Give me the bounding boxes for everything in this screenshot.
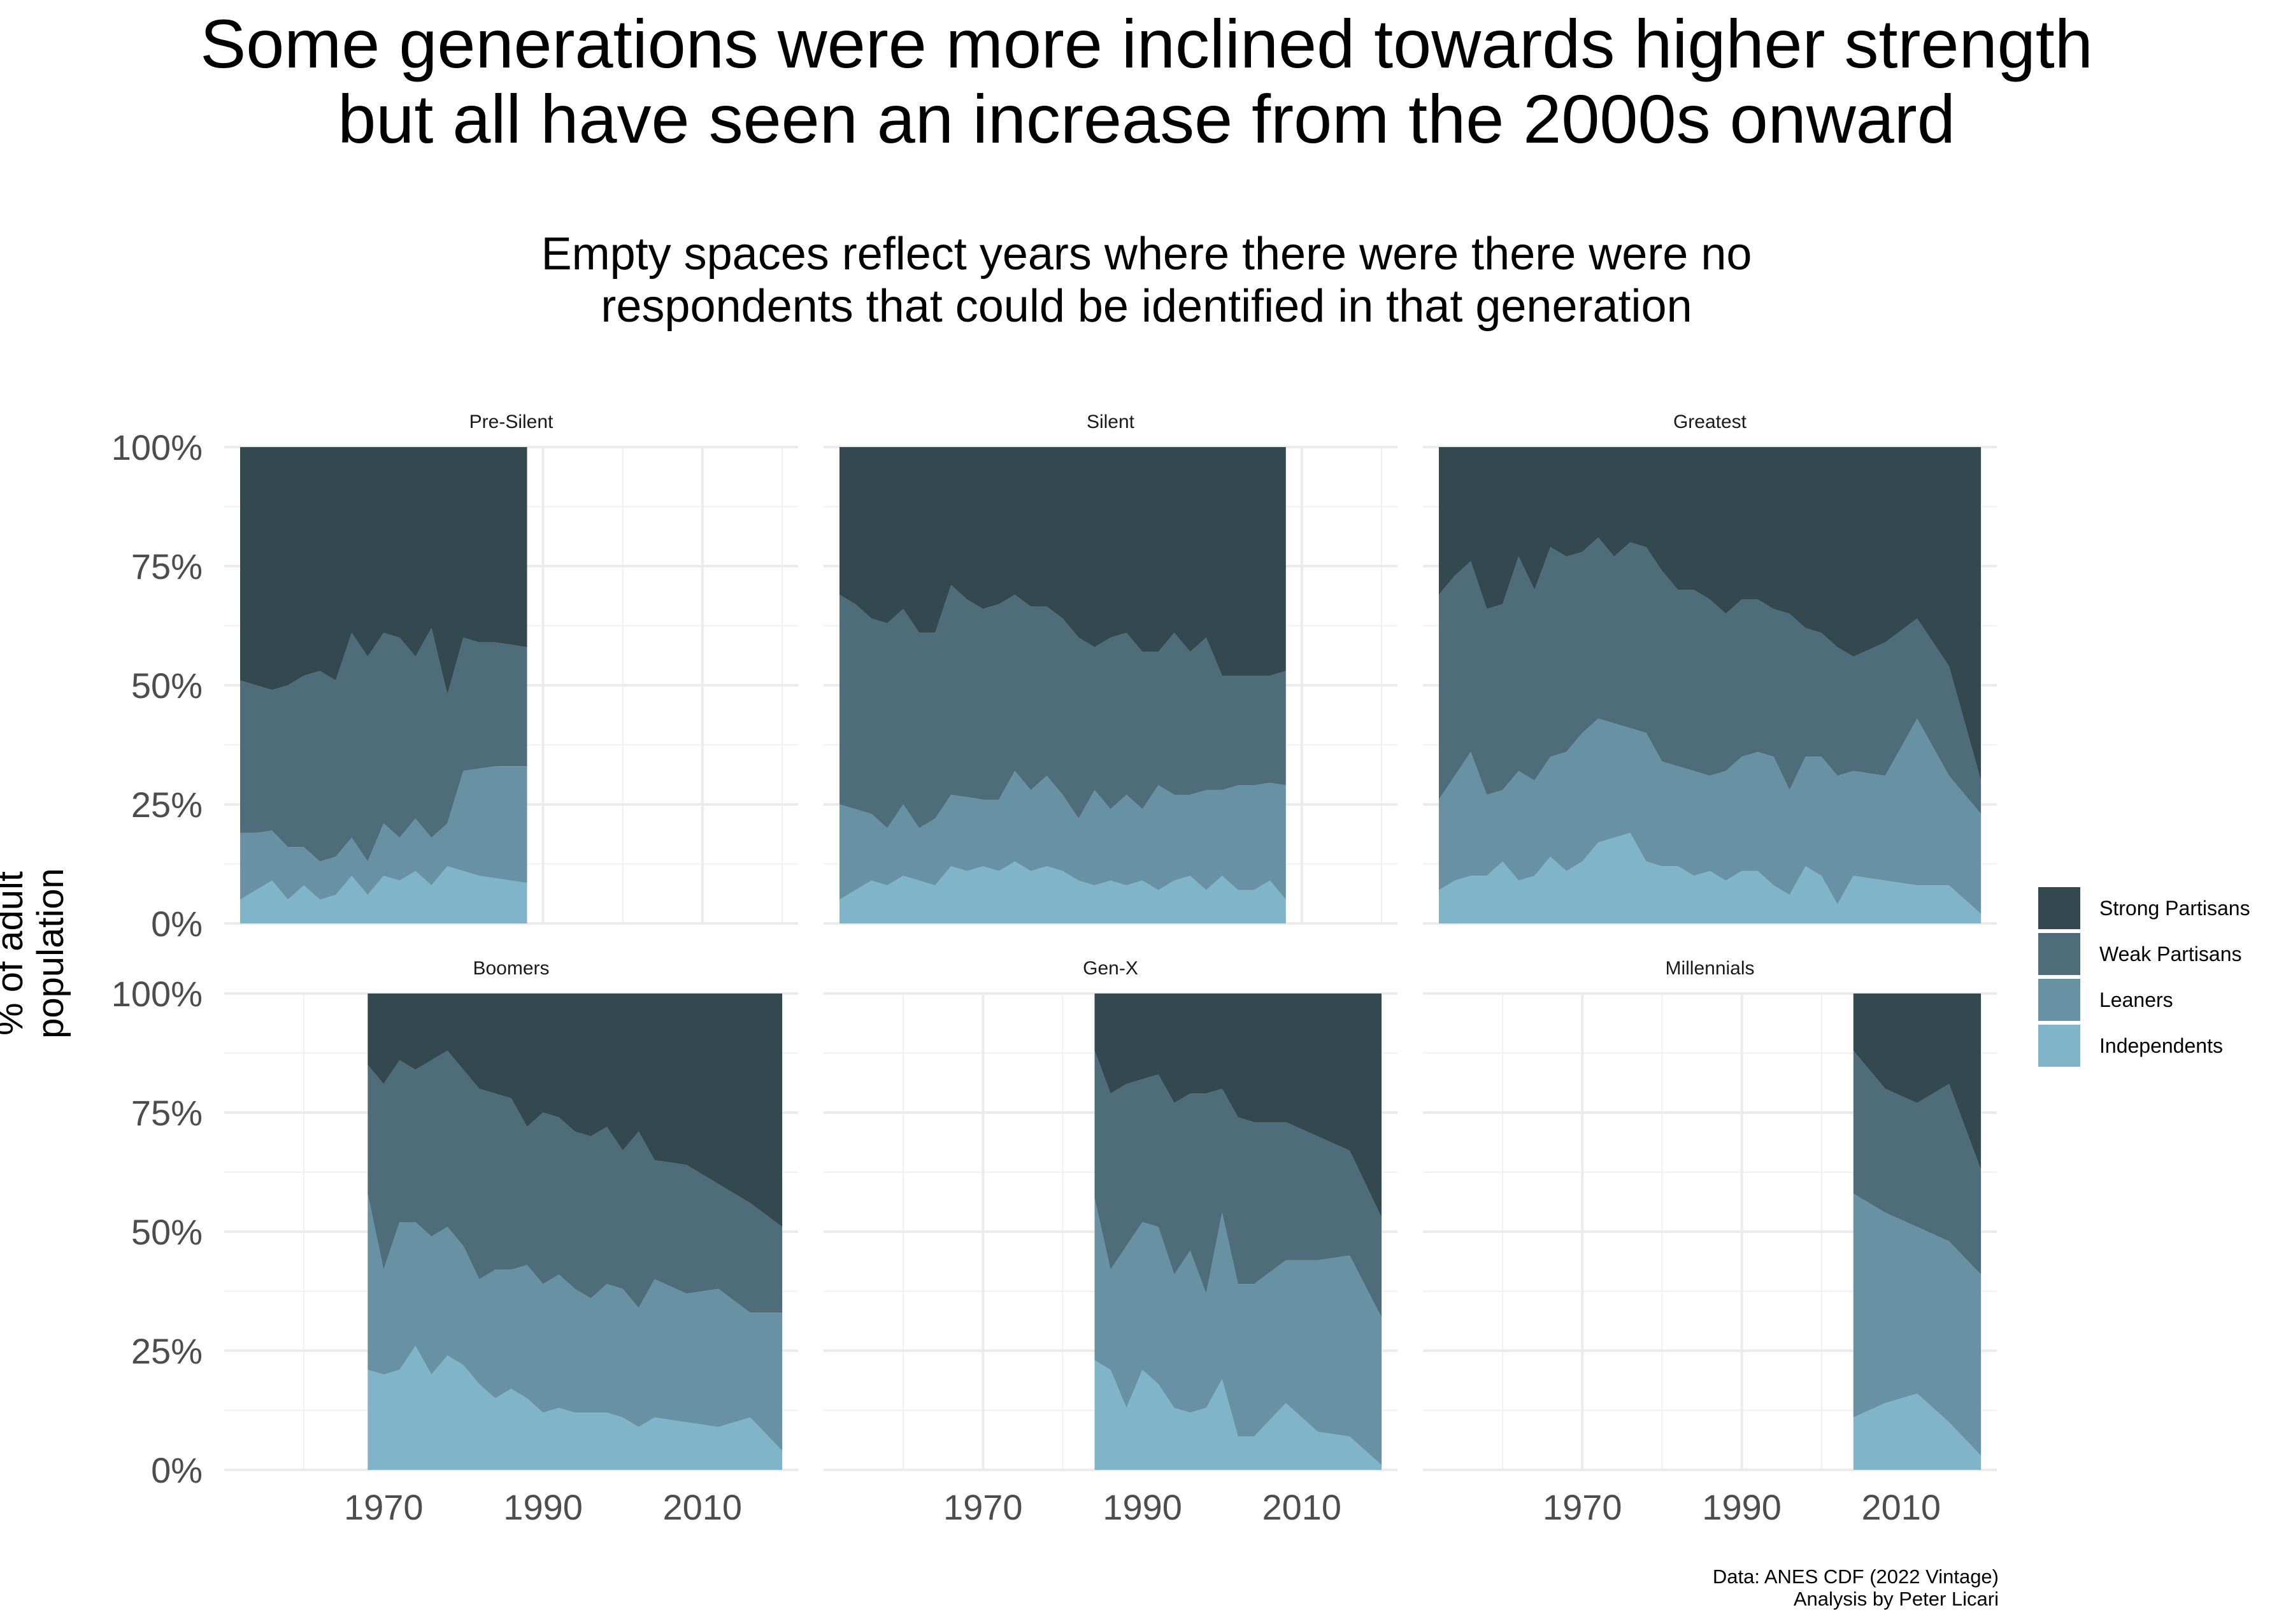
legend-swatch — [2038, 887, 2080, 929]
series-area-weak-partisans — [1853, 1050, 1981, 1275]
legend: Strong Partisans Weak Partisans Leaners … — [2038, 885, 2250, 1069]
x-tick-label: 1970 — [1543, 1487, 1622, 1527]
series-area-weak-partisans — [240, 628, 527, 862]
series-area-weak-partisans — [1439, 538, 1981, 814]
legend-item-leaners: Leaners — [2038, 977, 2250, 1023]
series-area-leaners — [839, 771, 1286, 900]
y-tick-label: 100% — [111, 427, 203, 467]
series-area-leaners — [1094, 1198, 1382, 1465]
panel-title: Pre-Silent — [469, 411, 554, 432]
panel-title: Boomers — [473, 958, 549, 979]
series-area-weak-partisans — [839, 585, 1286, 829]
legend-label: Independents — [2099, 1034, 2223, 1057]
series-area-independents — [368, 1346, 782, 1470]
series-area-leaners — [1439, 718, 1981, 914]
y-tick-label: 75% — [131, 546, 203, 587]
legend-swatch — [2038, 979, 2080, 1021]
y-tick-label: 50% — [131, 666, 203, 706]
y-tick-label: 25% — [131, 785, 203, 825]
series-area-strong-partisans — [839, 447, 1286, 676]
series-area-weak-partisans — [1094, 1050, 1382, 1318]
series-area-independents — [1853, 1393, 1981, 1470]
series-area-strong-partisans — [1439, 447, 1981, 781]
x-tick-label: 1970 — [344, 1487, 424, 1527]
series-area-independents — [1094, 1360, 1382, 1470]
x-tick-label: 2010 — [663, 1487, 743, 1527]
x-tick-label: 2010 — [1862, 1487, 1941, 1527]
series-area-leaners — [1853, 1193, 1981, 1456]
panel-title: Greatest — [1673, 411, 1747, 432]
chart-title: Some generations were more inclined towa… — [200, 5, 2093, 157]
y-tick-label: 100% — [111, 974, 203, 1014]
legend-swatch — [2038, 933, 2080, 975]
y-tick-label: 75% — [131, 1093, 203, 1133]
x-tick-label: 1990 — [503, 1487, 583, 1527]
y-tick-label: 0% — [151, 1450, 203, 1490]
source-caption: Data: ANES CDF (2022 Vintage) Analysis b… — [1712, 1565, 1999, 1610]
series-area-leaners — [240, 766, 527, 900]
x-tick-label: 1990 — [1702, 1487, 1782, 1527]
legend-item-strong-partisans: Strong Partisans — [2038, 885, 2250, 931]
legend-item-weak-partisans: Weak Partisans — [2038, 931, 2250, 977]
series-area-weak-partisans — [368, 1050, 782, 1313]
panel-title: Millennials — [1665, 958, 1754, 979]
y-tick-label: 25% — [131, 1331, 203, 1371]
x-tick-label: 1970 — [943, 1487, 1023, 1527]
x-tick-label: 1990 — [1103, 1487, 1182, 1527]
series-area-independents — [240, 866, 527, 923]
y-tick-label: 0% — [151, 904, 203, 944]
series-area-independents — [839, 861, 1286, 923]
series-area-strong-partisans — [1853, 994, 1981, 1170]
chart-subtitle: Empty spaces reflect years where there w… — [541, 229, 1752, 332]
series-area-independents — [1439, 832, 1981, 923]
series-area-leaners — [368, 1193, 782, 1451]
legend-label: Leaners — [2099, 988, 2173, 1011]
legend-label: Weak Partisans — [2099, 942, 2242, 965]
legend-label: Strong Partisans — [2099, 896, 2250, 920]
x-tick-label: 2010 — [1262, 1487, 1342, 1527]
series-area-strong-partisans — [368, 994, 782, 1227]
legend-item-independents: Independents — [2038, 1023, 2250, 1069]
panel-title: Silent — [1087, 411, 1135, 432]
series-area-strong-partisans — [1094, 994, 1382, 1218]
panel-title: Gen-X — [1083, 958, 1138, 979]
series-area-strong-partisans — [240, 447, 527, 695]
y-tick-label: 50% — [131, 1212, 203, 1252]
legend-swatch — [2038, 1025, 2080, 1067]
